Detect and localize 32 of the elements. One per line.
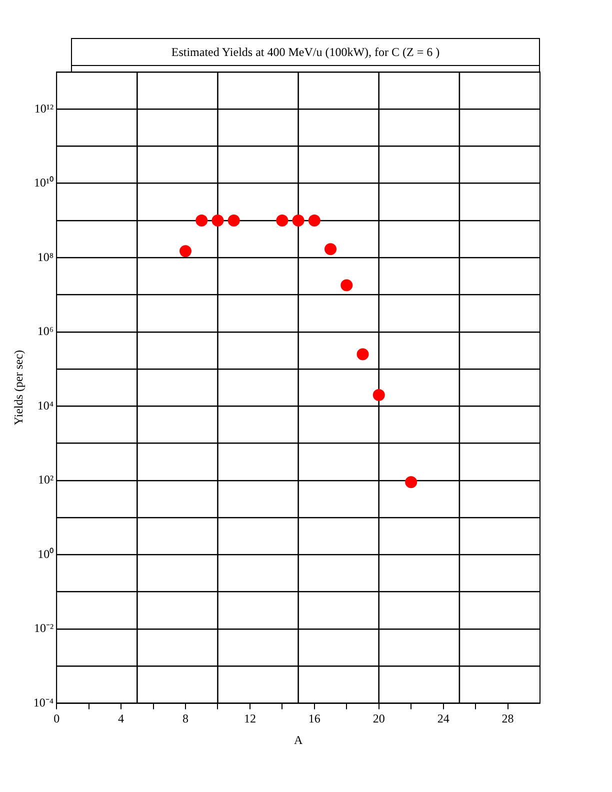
chart-title: Estimated Yields at 400 MeV/u (100kW), for C (Z = 6 ) (72, 39, 539, 66)
point (179, 245, 192, 258)
x-tick-label: 20 (372, 712, 385, 726)
y-tick-label: 10¹² (34, 101, 54, 116)
x-axis-title: A (294, 732, 303, 747)
x-tick-label: 0 (54, 712, 60, 726)
y-tick-label: 10⁸ (37, 250, 54, 264)
y-tick-label: 10⁰ (38, 546, 54, 561)
y-tick-label: 10⁻⁴ (33, 695, 54, 710)
y-tick-label: 10² (38, 472, 54, 487)
x-tick-label: 8 (182, 712, 188, 726)
x-tick-label: 24 (437, 712, 450, 726)
y-tick-label: 10¹⁰ (34, 176, 54, 190)
point (372, 388, 385, 401)
point (212, 214, 224, 227)
y-tick-label: 10⁻² (34, 621, 54, 636)
x-tick-label: 4 (118, 712, 124, 726)
x-tick-label: 16 (308, 712, 320, 726)
point (340, 279, 353, 292)
point (228, 214, 240, 227)
point (196, 214, 208, 227)
y-axis-title: Yields (per sec) (11, 350, 26, 426)
x-tick-label: 12 (244, 712, 256, 726)
point (324, 243, 337, 256)
x-tick-label: 28 (502, 712, 514, 726)
point (308, 214, 320, 227)
point (276, 214, 288, 227)
y-tick-label: 10⁴ (37, 398, 54, 412)
point (292, 214, 304, 227)
point (405, 476, 418, 488)
y-tick-label: 10⁶ (37, 324, 54, 338)
point (356, 348, 369, 360)
